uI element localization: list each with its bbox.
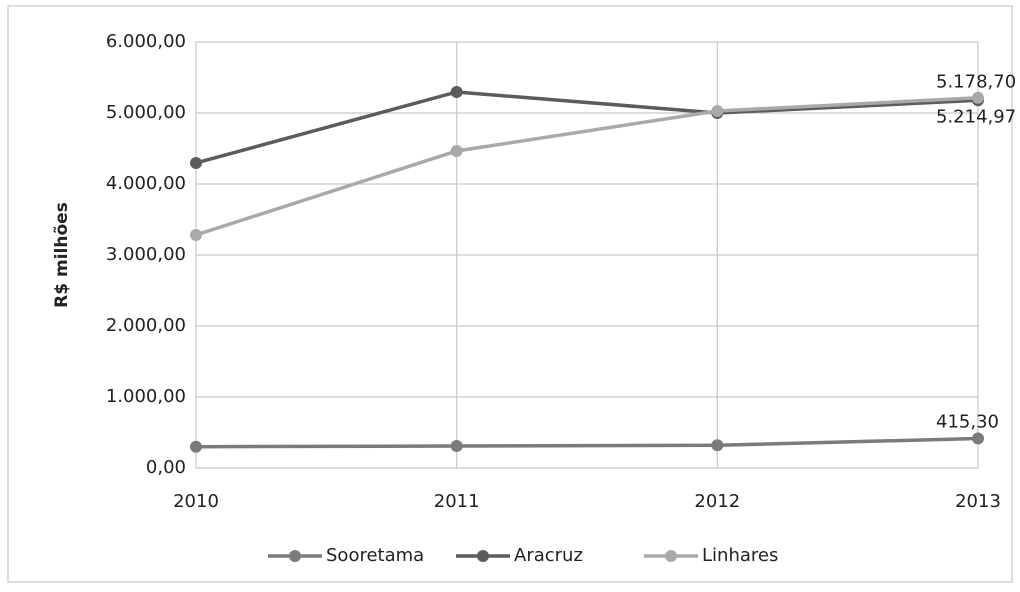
series-line <box>195 436 979 449</box>
point-marker <box>450 144 463 157</box>
series-line <box>195 90 979 165</box>
point-marker <box>711 439 724 452</box>
y-tick-label: 1.000,00 <box>106 386 186 407</box>
y-tick-label: 2.000,00 <box>106 315 186 336</box>
data-label: 415,30 <box>936 412 999 433</box>
point-marker <box>190 440 202 453</box>
legend-marker <box>289 550 301 562</box>
data-label: 5.214,97 <box>936 107 1016 128</box>
legend-marker <box>665 550 677 562</box>
x-tick-label: 2011 <box>434 491 480 512</box>
x-tick-label: 2013 <box>955 491 1001 512</box>
y-tick-label: 3.000,00 <box>106 244 186 265</box>
legend-label: Aracruz <box>514 545 583 566</box>
point-marker <box>450 439 463 452</box>
legend-marker <box>477 550 489 562</box>
y-tick-label: 6.000,00 <box>106 31 186 52</box>
series-line <box>195 95 979 237</box>
point-marker <box>972 432 984 445</box>
point-marker <box>190 228 202 241</box>
x-tick-label: 2012 <box>694 491 740 512</box>
legend-label: Linhares <box>702 545 778 566</box>
y-axis-label: R$ milhões <box>52 202 72 308</box>
point-marker <box>190 156 202 169</box>
chart-frame <box>7 5 1013 583</box>
y-tick-label: 4.000,00 <box>106 173 186 194</box>
data-label: 5.178,70 <box>936 71 1016 92</box>
point-marker <box>450 85 463 98</box>
point-marker <box>972 91 984 104</box>
legend-label: Sooretama <box>326 545 424 566</box>
y-tick-label: 0,00 <box>146 457 186 478</box>
x-tick-label: 2010 <box>173 491 219 512</box>
y-tick-label: 5.000,00 <box>106 102 186 123</box>
point-marker <box>711 105 724 118</box>
